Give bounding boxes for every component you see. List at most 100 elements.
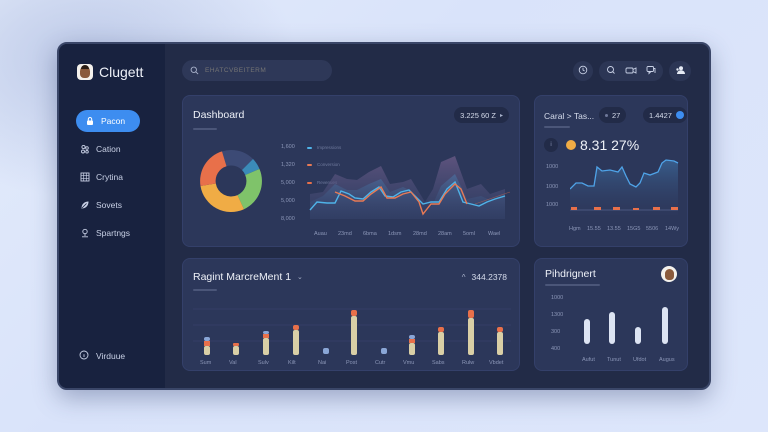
chevron-right-icon: ▸ — [499, 112, 503, 119]
x-tick: 23md — [338, 231, 352, 237]
search-bar[interactable] — [182, 60, 332, 81]
sidebar-item-label: Crytina — [96, 172, 123, 182]
sidebar-nav: Pacon Cation Crytina Sovets — [76, 110, 140, 250]
dashboard-card: Dashboard 3.225 60 Z ▸ 1,600 1,320 — [182, 95, 520, 247]
card-title: Pihdrignert — [545, 268, 596, 280]
legend-item: Revenues — [307, 180, 337, 185]
x-tick: Vmu — [403, 360, 415, 366]
stacked-bar-chart — [193, 308, 511, 355]
camera-icon[interactable] — [625, 62, 637, 80]
location-pin-icon — [80, 228, 90, 238]
sidebar-item-pacon[interactable]: Pacon — [76, 110, 140, 132]
sidebar-item-label: Spartngs — [96, 228, 131, 238]
x-tick: Sum — [200, 360, 212, 366]
grid-icon — [80, 172, 90, 182]
x-tick: Sabs — [432, 360, 445, 366]
pill-value: 3.225 60 Z — [460, 110, 496, 120]
x-tick: 6bma — [363, 231, 377, 237]
x-tick: Post — [346, 360, 358, 366]
users-icon — [80, 144, 90, 154]
x-tick: 14Wy — [665, 226, 680, 232]
y-tick: 5,000 — [281, 180, 295, 186]
search-input[interactable] — [205, 67, 325, 74]
x-tick: Kilt — [288, 360, 296, 366]
sidebar-item-sovets[interactable]: Sovets — [76, 194, 140, 216]
chevron-up-icon: ^ — [461, 272, 466, 282]
y-tick: 400 — [551, 346, 561, 352]
sidebar-item-spartngs[interactable]: Spartngs — [76, 222, 140, 244]
x-tick: Aufut — [582, 357, 595, 363]
card-title: Dashboard — [193, 109, 245, 121]
chat-icon[interactable] — [646, 62, 656, 80]
dot-icon — [605, 113, 608, 117]
card-subtitle — [545, 284, 600, 286]
x-tick: 1dsm — [388, 231, 402, 237]
main-content: Dashboard 3.225 60 Z ▸ 1,600 1,320 — [165, 44, 709, 388]
sidebar-item-cation[interactable]: Cation — [76, 138, 140, 160]
card-subtitle — [193, 289, 217, 291]
search-icon[interactable] — [606, 62, 616, 80]
x-tick: Cutr — [375, 360, 386, 366]
value-badge[interactable]: 1.4427 — [643, 107, 687, 123]
stat-card: Caral > Tas... 27 1.4427 i 8.31 27% 1000… — [534, 95, 688, 247]
count-badge[interactable]: 27 — [599, 107, 627, 123]
x-tick: Ufdot — [633, 357, 647, 363]
x-tick: Rulw — [462, 360, 475, 366]
lock-icon — [85, 116, 95, 126]
y-tick: 1000 — [551, 295, 564, 301]
x-tick: 28md — [413, 231, 427, 237]
coin-icon — [566, 140, 576, 150]
card-title[interactable]: Ragint MarcreMent 1 ⌄ — [193, 271, 303, 283]
app-name: Clugett — [99, 64, 144, 80]
x-tick: Nai — [318, 360, 327, 366]
top-toolbar — [573, 61, 691, 81]
leaf-icon — [80, 200, 90, 210]
y-tick: 5,000 — [281, 198, 295, 204]
brand: Clugett — [77, 64, 143, 80]
profile-button[interactable] — [669, 61, 691, 81]
y-tick: 300 — [551, 329, 561, 335]
x-tick: 5oml — [463, 231, 475, 237]
search-icon — [190, 62, 199, 80]
x-tick: Vbdet — [489, 360, 504, 366]
actions-group — [599, 61, 663, 81]
x-tick: 13.55 — [607, 226, 621, 232]
y-tick: 1300 — [551, 312, 564, 318]
line-area-chart — [309, 156, 510, 219]
x-tick: Tunut — [607, 357, 621, 363]
legend-item: Conversion — [307, 162, 340, 167]
sidebar: Clugett Pacon Cation Crytina — [59, 44, 165, 388]
legend-item: Impressions — [307, 145, 341, 150]
x-tick: Val — [229, 360, 237, 366]
y-tick: 8,000 — [281, 216, 295, 222]
bar-chart-card: Ragint MarcreMent 1 ⌄ ^ 344.2378 — [182, 258, 520, 371]
stat-value: 8.31 27% — [580, 137, 640, 153]
vertical-bar-chart — [584, 307, 668, 344]
y-tick: 1000 — [546, 202, 559, 208]
clock-icon — [578, 62, 588, 80]
x-tick: 15G5 — [627, 226, 641, 232]
chevron-down-icon: ⌄ — [297, 274, 303, 281]
y-tick: 1000 — [546, 184, 559, 190]
check-circle-icon — [675, 111, 684, 119]
x-tick: Sulv — [258, 360, 269, 366]
info-badge[interactable]: i — [544, 138, 558, 152]
x-tick: 15.55 — [587, 226, 601, 232]
x-tick: Wael — [488, 231, 501, 237]
y-tick: 1000 — [546, 164, 559, 170]
card-title[interactable]: Caral > Tas... — [544, 111, 595, 121]
trend-line-chart — [570, 159, 679, 215]
card-subtitle — [544, 126, 570, 128]
history-button[interactable] — [573, 61, 593, 81]
people-card: Pihdrignert 1000 1300 300 400 Aufut Tunu… — [534, 258, 688, 371]
avatar[interactable] — [661, 266, 677, 282]
value-pill[interactable]: 3.225 60 Z ▸ — [454, 107, 509, 123]
sidebar-footer-item[interactable]: Virduue — [79, 350, 125, 362]
x-tick: Augus — [659, 357, 675, 363]
y-tick: 1,320 — [281, 162, 295, 168]
donut-chart — [200, 149, 262, 213]
sidebar-item-crytina[interactable]: Crytina — [76, 166, 140, 188]
sidebar-footer-label: Virduue — [96, 351, 126, 361]
x-tick: Hgm — [569, 226, 581, 232]
delta-value: ^ 344.2378 — [461, 272, 507, 282]
